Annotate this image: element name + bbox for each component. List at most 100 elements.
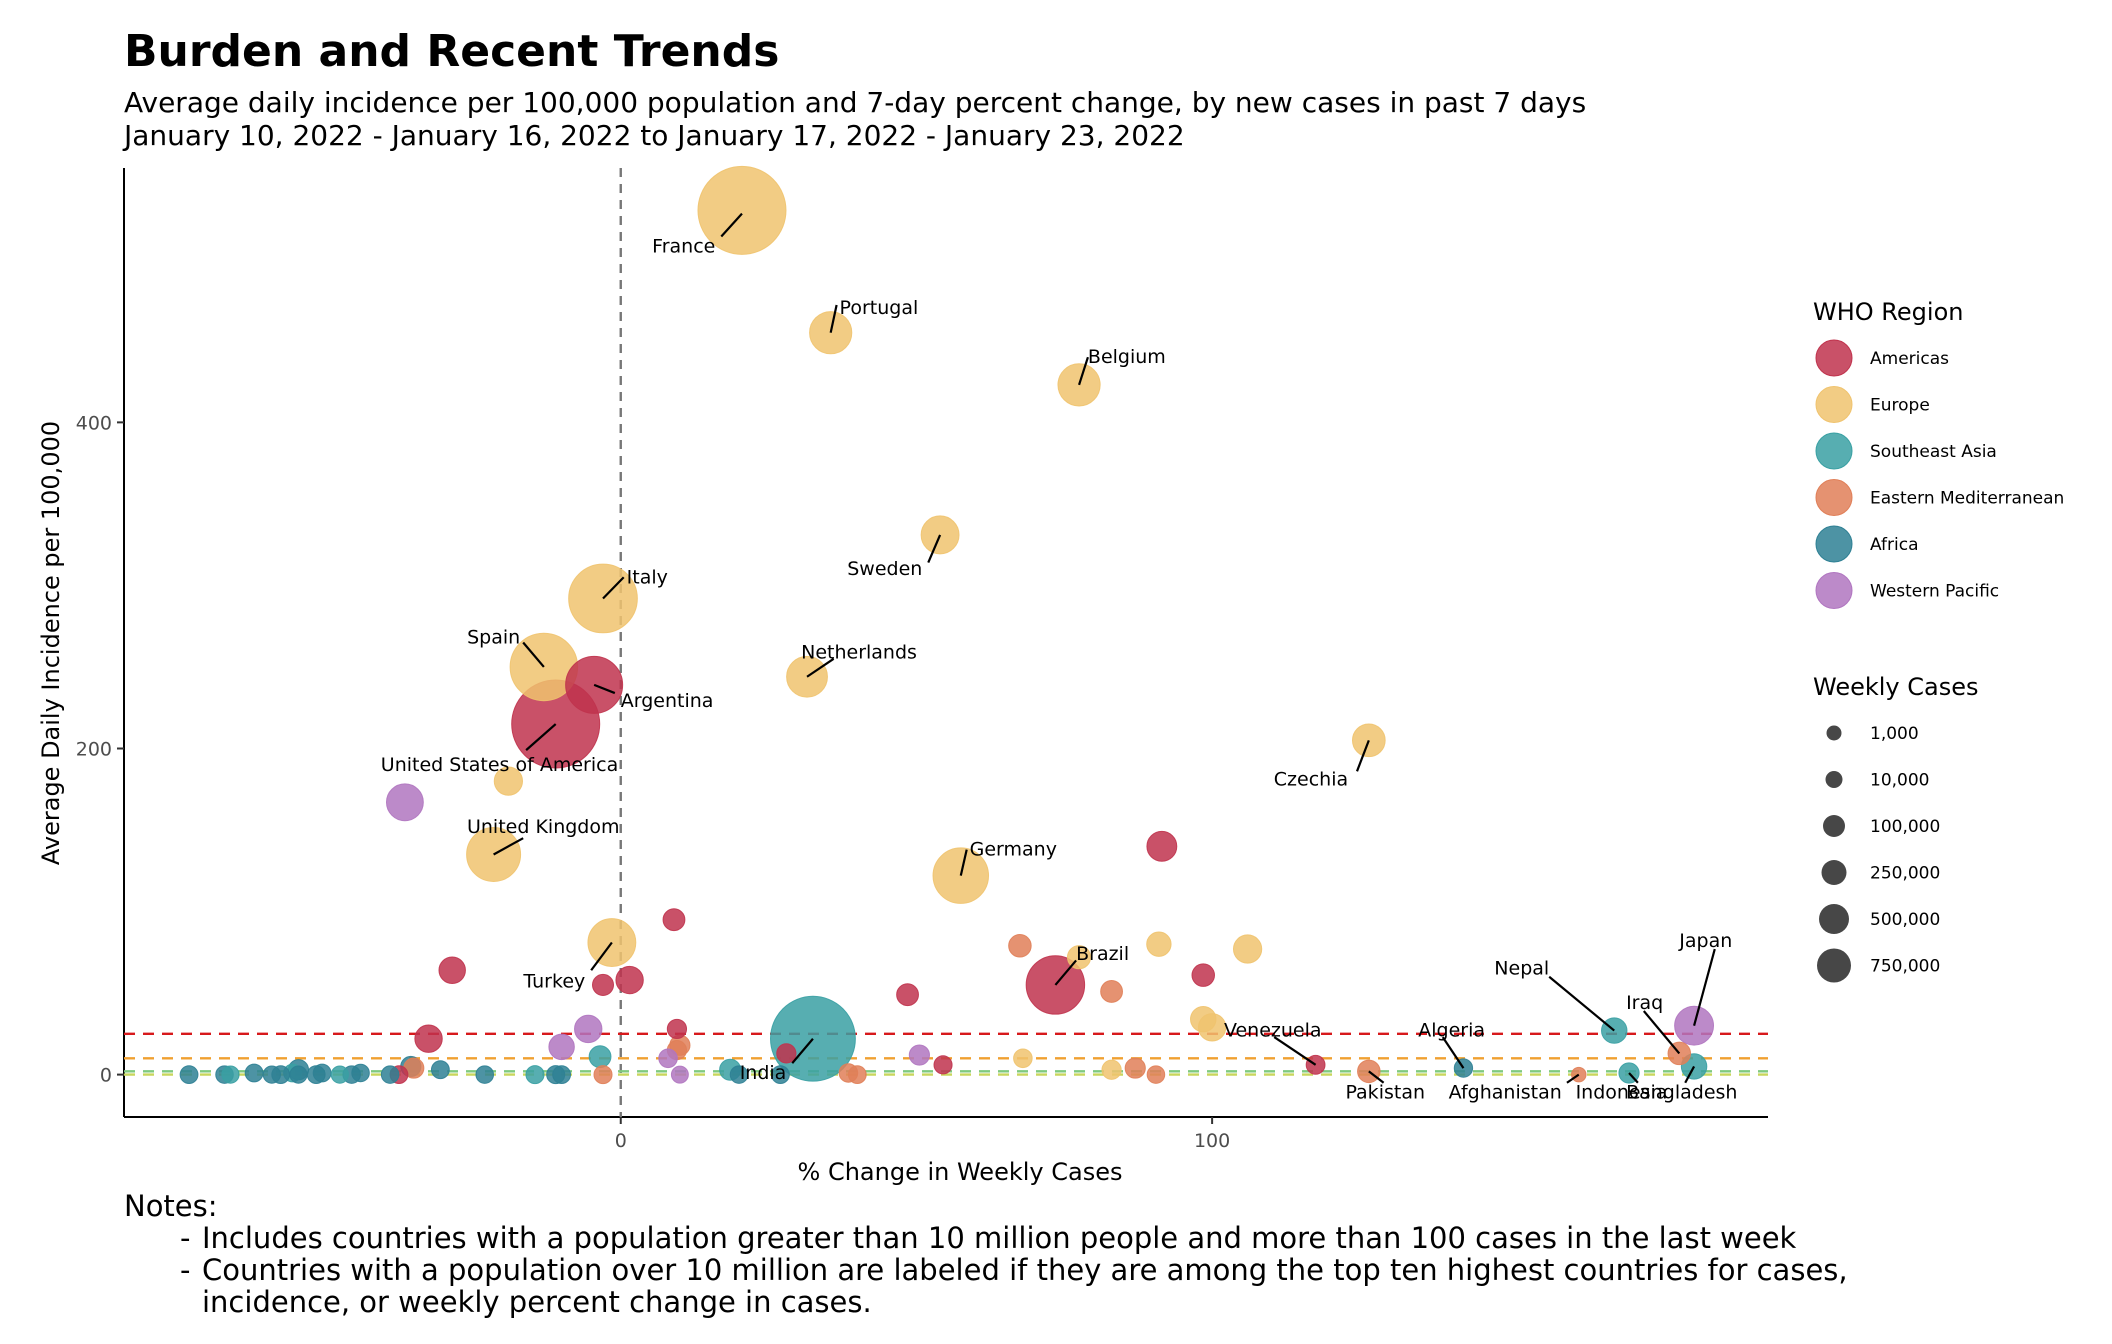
size-legend-swatch xyxy=(1819,904,1849,934)
data-point xyxy=(933,1055,953,1075)
note-text: Countries with a population over 10 mill… xyxy=(202,1253,1848,1319)
data-point xyxy=(697,165,787,255)
size-legend-label: 10,000 xyxy=(1870,771,1929,791)
data-point xyxy=(1100,980,1123,1003)
data-point xyxy=(729,1065,749,1084)
label-leader-line xyxy=(927,534,942,564)
data-point xyxy=(430,1060,450,1080)
data-point xyxy=(493,766,524,796)
size-legend-title: Weekly Cases xyxy=(1813,673,1979,701)
chart-title: Burden and Recent Trends xyxy=(124,26,780,77)
data-point xyxy=(776,1043,797,1064)
point-label: Brazil xyxy=(1076,943,1129,965)
data-point xyxy=(179,1065,199,1085)
chart-subtitle-line2: January 10, 2022 - January 16, 2022 to J… xyxy=(124,119,1185,152)
size-legend-label: 100,000 xyxy=(1870,817,1940,837)
label-leader-line xyxy=(1441,1036,1465,1069)
data-point xyxy=(289,1065,308,1084)
data-point xyxy=(1190,1005,1217,1033)
label-leader-line xyxy=(1078,356,1089,386)
point-label: Netherlands xyxy=(801,641,917,663)
data-point xyxy=(1057,363,1101,407)
region-legend-items: Americas Europe Southeast Asia Eastern Medi… xyxy=(1815,339,2064,609)
size-legend-swatch xyxy=(1823,815,1845,837)
label-leader-line xyxy=(806,657,835,678)
region-legend-swatch xyxy=(1815,479,1853,516)
point-label: Spain xyxy=(467,627,520,649)
axes: % Change in Weekly Cases Average Daily I… xyxy=(37,168,1768,1186)
data-point xyxy=(385,783,424,822)
point-label: Belgium xyxy=(1088,346,1166,368)
size-legend-label: 750,000 xyxy=(1870,957,1940,977)
note-item: - Includes countries with a population g… xyxy=(180,1222,1962,1254)
label-leader-line xyxy=(522,641,545,668)
data-point xyxy=(475,1065,495,1084)
chart-subtitle-line1: Average daily incidence per 100,000 popu… xyxy=(124,86,1587,119)
size-legend-label: 1,000 xyxy=(1870,724,1919,744)
data-point xyxy=(1232,934,1263,964)
data-point xyxy=(771,1065,790,1085)
label-leader-line xyxy=(720,212,743,238)
label-leader-line xyxy=(791,1038,814,1064)
data-point xyxy=(1146,830,1178,862)
y-tick-label: 0 xyxy=(100,1065,112,1087)
label-leader-line xyxy=(493,837,524,856)
region-legend-swatch xyxy=(1815,386,1853,423)
y-tick-label: 200 xyxy=(76,738,112,760)
data-point xyxy=(525,1065,545,1085)
point-label: Germany xyxy=(970,839,1057,861)
label-leader-line xyxy=(525,723,557,751)
label-leader-line xyxy=(1548,975,1615,1032)
point-label: Indonesia xyxy=(1576,1082,1668,1104)
data-point xyxy=(330,1065,349,1084)
point-label: Algeria xyxy=(1418,1020,1485,1042)
size-legend-swatch xyxy=(1825,771,1843,788)
legend: WHO Region Americas Europe Southeast Asia E… xyxy=(1813,298,2064,983)
label-leader-line xyxy=(590,941,613,971)
data-point xyxy=(438,956,466,984)
point-label: Sweden xyxy=(847,558,922,580)
data-point xyxy=(306,1065,326,1085)
point-label: Bangladesh xyxy=(1626,1082,1737,1104)
region-legend-label: Africa xyxy=(1870,535,1919,555)
size-legend-label: 250,000 xyxy=(1870,864,1940,884)
region-legend-label: Eastern Mediterranean xyxy=(1870,489,2064,509)
region-legend-label: Southeast Asia xyxy=(1870,442,1997,462)
point-label: Japan xyxy=(1678,930,1732,952)
size-legend-swatch xyxy=(1826,725,1842,741)
label-leader-line xyxy=(1566,1073,1580,1084)
point-label: Czechia xyxy=(1274,768,1348,790)
data-point xyxy=(1101,1059,1122,1080)
note-text: Includes countries with a population gre… xyxy=(202,1221,1797,1255)
region-legend-title: WHO Region xyxy=(1813,298,1963,326)
label-leader-line xyxy=(1368,1070,1385,1084)
y-axis-label: Average Daily Incidence per 100,000 xyxy=(37,421,65,865)
point-label: Afghanistan xyxy=(1449,1082,1562,1104)
point-label: India xyxy=(740,1062,787,1084)
label-leader-line xyxy=(1273,1036,1317,1066)
region-legend-label: Americas xyxy=(1870,349,1949,369)
size-legend-items: 1,000 10,000 100,000 250,000 500,000 750,000 xyxy=(1817,724,1940,983)
size-legend-label: 500,000 xyxy=(1870,910,1940,930)
data-point xyxy=(896,983,919,1007)
region-legend-label: Western Pacific xyxy=(1870,582,1999,602)
data-point xyxy=(221,1065,240,1084)
region-legend-swatch xyxy=(1815,525,1853,563)
data-point xyxy=(1124,1057,1146,1079)
point-label: France xyxy=(652,235,715,257)
data-point xyxy=(662,908,686,932)
point-label: Italy xyxy=(627,566,668,588)
data-point xyxy=(1146,1065,1166,1084)
data-point xyxy=(262,1065,281,1084)
label-leader-line xyxy=(1693,948,1716,1026)
size-legend-swatch xyxy=(1817,948,1851,983)
data-point xyxy=(615,965,644,995)
label-leader-line xyxy=(1642,1010,1681,1055)
note-item: - Countries with a population over 10 mi… xyxy=(180,1254,1962,1318)
point-label: Nepal xyxy=(1494,958,1549,980)
point-label: Iraq xyxy=(1626,992,1663,1014)
label-leader-line xyxy=(593,683,616,695)
label-leader-line xyxy=(1628,1072,1639,1084)
notes-heading: Notes: xyxy=(124,1189,218,1223)
